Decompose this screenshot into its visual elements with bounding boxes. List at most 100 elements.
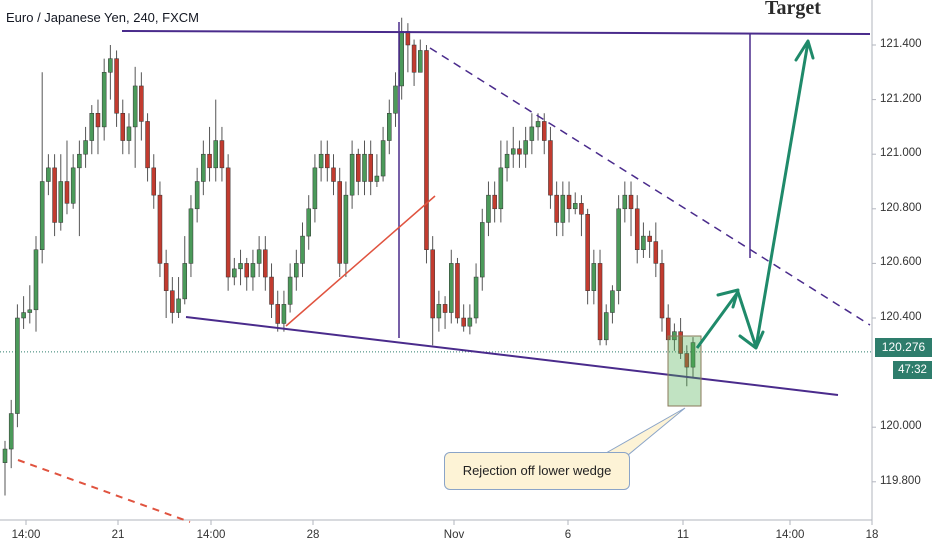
candle	[101, 58, 107, 141]
callout-text: Rejection off lower wedge	[462, 463, 612, 478]
candle-body	[64, 181, 70, 204]
candle-body	[479, 222, 485, 278]
annotation-callout[interactable]: Rejection off lower wedge	[444, 452, 630, 490]
x-tick-label: 11	[677, 529, 689, 541]
candle	[343, 181, 349, 278]
candle-body	[597, 263, 603, 341]
candle-body	[256, 249, 262, 264]
candle-body	[33, 249, 39, 311]
candle-body	[343, 194, 349, 264]
candle	[486, 181, 491, 237]
candle-body	[2, 448, 8, 463]
candle-body	[300, 235, 305, 264]
candle	[318, 140, 324, 182]
candle	[424, 45, 429, 264]
candle	[405, 23, 411, 73]
candle-body	[659, 263, 665, 319]
candle-body	[294, 263, 299, 278]
candle-body	[108, 58, 113, 73]
candle	[504, 140, 510, 182]
candle	[263, 236, 268, 291]
candle	[58, 154, 64, 231]
candle	[380, 126, 386, 182]
candle-body	[529, 126, 535, 141]
candle	[436, 290, 442, 332]
candle	[132, 66, 138, 168]
candle	[479, 208, 485, 291]
candle-body	[647, 235, 652, 242]
candle-body	[21, 312, 26, 319]
candle-body	[331, 167, 336, 182]
candle-body	[393, 85, 398, 114]
candle-body	[449, 263, 454, 313]
candle	[659, 249, 665, 332]
candle	[244, 257, 249, 291]
candle	[250, 249, 256, 291]
candle-body	[207, 153, 212, 169]
candle-body	[387, 113, 392, 141]
candle-body	[442, 304, 448, 313]
rising-support-line	[285, 195, 436, 327]
chart-title: Euro / Japanese Yen, 240, FXCM	[6, 10, 199, 25]
candle	[647, 230, 652, 258]
candle	[597, 249, 603, 346]
x-tick-label: 14:00	[196, 529, 226, 541]
y-tick-label: 121.200	[880, 92, 922, 105]
candle	[325, 140, 330, 182]
candle	[690, 337, 696, 379]
candle	[114, 50, 119, 127]
candle	[275, 290, 280, 332]
candle-body	[411, 44, 417, 73]
candle-body	[684, 353, 690, 368]
candle	[176, 277, 181, 318]
candle	[684, 345, 690, 387]
candle-body	[554, 194, 559, 223]
x-tick-label: 28	[306, 529, 320, 541]
y-tick-label: 121.000	[880, 147, 922, 160]
candle-body	[77, 153, 82, 169]
candle-body	[225, 167, 231, 278]
candle-body	[498, 167, 504, 210]
candle-body	[269, 276, 274, 305]
candle-body	[213, 140, 219, 169]
candle-body	[504, 153, 510, 169]
candle-body	[232, 268, 237, 278]
candle-body	[318, 153, 324, 169]
candle-body	[139, 85, 144, 122]
candle-body	[517, 148, 522, 155]
candle	[393, 72, 398, 127]
candle	[449, 249, 454, 324]
candle-body	[616, 208, 621, 291]
callout-pointer	[605, 407, 686, 461]
candle	[442, 296, 448, 329]
candle-body	[287, 276, 293, 305]
candle	[579, 195, 584, 237]
candle	[157, 181, 163, 278]
last-price-badge: 120.276	[875, 338, 932, 357]
x-tick-label: 6	[564, 529, 572, 541]
candle	[461, 304, 466, 332]
candle	[27, 285, 33, 324]
candle-body	[535, 121, 541, 128]
candle	[139, 72, 144, 141]
candle-body	[418, 50, 423, 73]
candle-body	[374, 175, 380, 182]
candle-body	[634, 208, 640, 251]
candle-body	[101, 72, 107, 128]
candle	[634, 195, 640, 264]
candle	[331, 154, 336, 196]
candle	[572, 192, 578, 215]
candle-body	[430, 249, 435, 319]
candle-body	[176, 298, 181, 313]
y-tick-label: 121.400	[880, 38, 922, 50]
candle-body	[591, 263, 597, 291]
candle-body	[194, 181, 200, 210]
candle-body	[15, 317, 20, 414]
candle	[188, 195, 194, 278]
candle	[83, 126, 88, 168]
candle	[653, 222, 659, 278]
candle	[300, 222, 305, 278]
candle-body	[585, 214, 590, 291]
